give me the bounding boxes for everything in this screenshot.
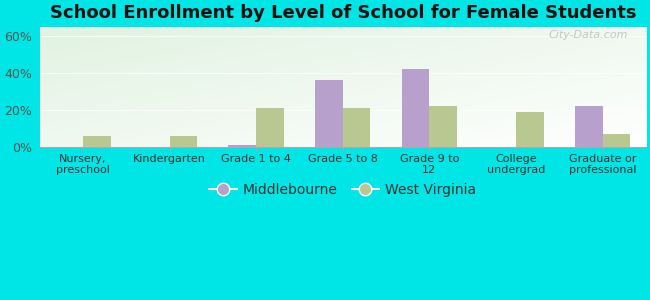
Text: City-Data.com: City-Data.com: [548, 30, 628, 40]
Bar: [603, 134, 630, 147]
Bar: [228, 145, 256, 147]
Bar: [516, 112, 543, 147]
Bar: [343, 108, 370, 147]
Bar: [256, 108, 284, 147]
Bar: [575, 106, 603, 147]
Bar: [315, 80, 343, 147]
Bar: [170, 136, 198, 147]
Title: School Enrollment by Level of School for Female Students: School Enrollment by Level of School for…: [49, 4, 636, 22]
Bar: [83, 136, 111, 147]
Bar: [402, 69, 430, 147]
Bar: [430, 106, 457, 147]
Legend: Middlebourne, West Virginia: Middlebourne, West Virginia: [204, 177, 482, 202]
